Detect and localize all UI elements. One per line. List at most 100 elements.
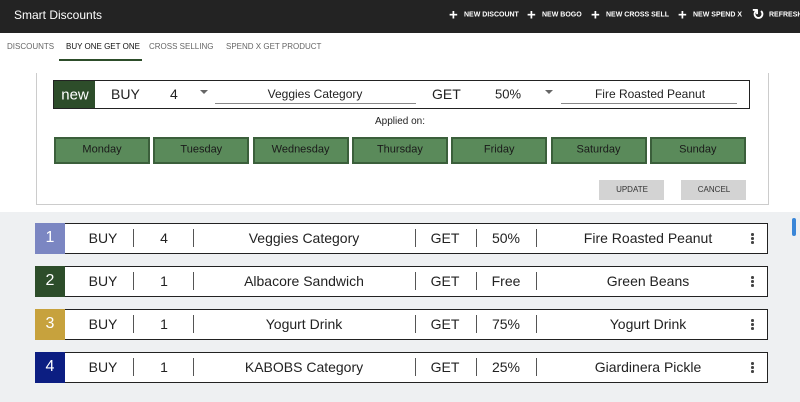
buy-label: BUY — [88, 316, 118, 332]
divider — [133, 315, 134, 333]
divider — [476, 358, 477, 376]
day-button[interactable] — [252, 137, 349, 164]
discount-select[interactable]: 50% — [495, 86, 522, 102]
day-label[interactable]: Monday — [82, 143, 122, 156]
day-button[interactable] — [451, 137, 548, 164]
divider — [193, 229, 194, 247]
button-label[interactable]: UPDATE — [616, 185, 648, 194]
plus-icon[interactable]: + — [678, 6, 687, 24]
divider — [133, 358, 134, 376]
plus-icon[interactable]: + — [591, 6, 600, 24]
menu-dot[interactable] — [751, 237, 754, 240]
scrollbar — [792, 218, 796, 236]
quantity: 1 — [160, 273, 168, 289]
action-button[interactable]: NEW BOGO — [542, 11, 582, 19]
day-button[interactable] — [153, 137, 250, 164]
action-button[interactable] — [681, 180, 746, 200]
menu-dot[interactable] — [751, 319, 754, 322]
day-label[interactable]: Sunday — [679, 143, 717, 156]
discount-row[interactable] — [35, 223, 768, 254]
divider — [415, 315, 416, 333]
day-button[interactable] — [649, 137, 746, 164]
action-button[interactable] — [599, 180, 664, 200]
discount: 75% — [491, 316, 521, 332]
divider — [536, 358, 537, 376]
discount-row[interactable] — [35, 309, 768, 340]
day-button[interactable] — [550, 137, 647, 164]
discount: 50% — [491, 230, 521, 246]
new-badge-text: new — [61, 86, 89, 104]
product: KABOBS Category — [244, 359, 364, 375]
buy-label: BUY — [88, 273, 118, 289]
tab[interactable]: DISCOUNTS — [7, 42, 55, 51]
get-label: GET — [430, 273, 460, 289]
tab[interactable]: SPEND X GET PRODUCT — [226, 42, 322, 51]
plus-icon[interactable]: + — [449, 6, 458, 24]
buy-label: BUY — [88, 230, 118, 246]
row-badge — [35, 266, 65, 297]
menu-dot[interactable] — [751, 241, 754, 244]
product: Veggies Category — [248, 230, 360, 246]
quantity: 1 — [160, 316, 168, 332]
tab[interactable]: BUY ONE GET ONE — [66, 42, 140, 51]
day-label[interactable]: Thursday — [376, 143, 423, 156]
menu-dot[interactable] — [751, 280, 754, 283]
menu-dot[interactable] — [751, 366, 754, 369]
quantity-select[interactable]: 4 — [170, 86, 178, 102]
tab-indicator — [59, 59, 142, 61]
discount-row[interactable] — [35, 266, 768, 297]
divider — [536, 315, 537, 333]
get-product-input[interactable]: Fire Roasted Peanut — [594, 87, 706, 101]
get-product: Giardinera Pickle — [594, 359, 702, 375]
discount-row[interactable] — [35, 352, 768, 383]
action-button[interactable]: REFRESH — [769, 11, 800, 19]
editor-row — [53, 80, 750, 109]
menu-dot[interactable] — [751, 370, 754, 373]
discount: Free — [491, 273, 521, 289]
menu-dot[interactable] — [751, 323, 754, 326]
app-title: Smart Discounts — [14, 8, 103, 22]
day-label[interactable]: Tuesday — [180, 143, 223, 156]
row-index: 2 — [45, 272, 55, 289]
menu-dot[interactable] — [751, 284, 754, 287]
product: Yogurt Drink — [265, 316, 343, 332]
action-button[interactable]: NEW CROSS SELL — [606, 11, 670, 19]
day-label[interactable]: Friday — [483, 143, 515, 156]
quantity: 1 — [160, 359, 168, 375]
action-button[interactable]: NEW DISCOUNT — [464, 11, 519, 19]
buy-label: BUY — [88, 359, 118, 375]
product-input[interactable]: Veggies Category — [267, 87, 363, 101]
menu-dot[interactable] — [751, 362, 754, 365]
menu-dot[interactable] — [751, 327, 754, 330]
refresh-icon[interactable]: ↻ — [752, 6, 765, 24]
button-label[interactable]: CANCEL — [697, 185, 731, 194]
menu-dot[interactable] — [751, 233, 754, 236]
row-index: 3 — [45, 315, 55, 332]
get-label: GET — [430, 230, 460, 246]
divider — [133, 229, 134, 247]
dropdown-arrow — [545, 90, 553, 98]
applied-on-label: Applied on: — [374, 116, 426, 127]
day-button[interactable] — [54, 137, 150, 164]
divider — [415, 358, 416, 376]
menu-dot[interactable] — [751, 276, 754, 279]
day-label[interactable]: Saturday — [576, 143, 621, 156]
row-index: 4 — [45, 358, 55, 375]
day-label[interactable]: Wednesday — [271, 143, 330, 156]
product: Albacore Sandwich — [244, 273, 364, 289]
top-bar — [0, 0, 800, 33]
divider — [193, 358, 194, 376]
row-badge — [35, 352, 65, 383]
tab[interactable]: CROSS SELLING — [149, 42, 214, 51]
product-input-line — [215, 103, 416, 104]
day-button[interactable] — [351, 137, 448, 164]
divider — [415, 272, 416, 290]
action-button[interactable]: NEW SPEND X — [693, 11, 743, 19]
row-index: 1 — [45, 229, 55, 246]
new-badge — [54, 81, 95, 108]
plus-icon[interactable]: + — [527, 6, 536, 24]
get-label: GET — [430, 359, 460, 375]
get-label: GET — [430, 316, 460, 332]
row-badge — [35, 223, 65, 254]
